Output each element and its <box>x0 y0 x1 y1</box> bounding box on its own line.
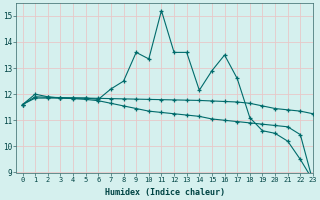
X-axis label: Humidex (Indice chaleur): Humidex (Indice chaleur) <box>105 188 225 197</box>
